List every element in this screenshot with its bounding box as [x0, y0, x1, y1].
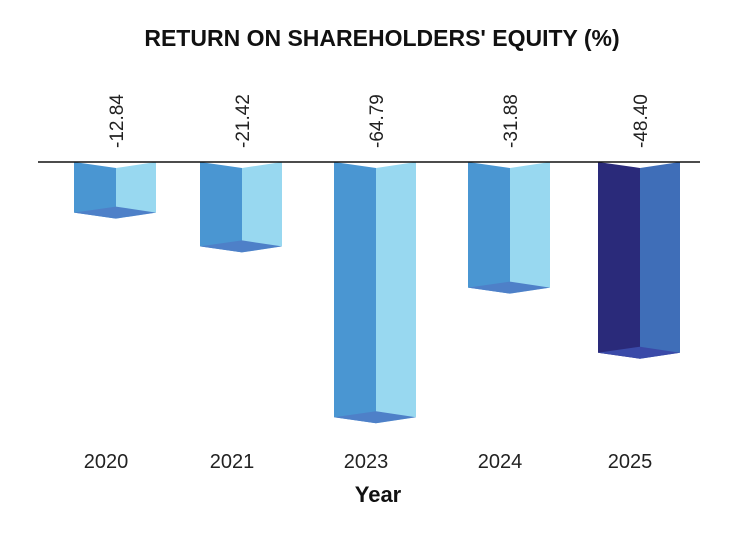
bar-front-face — [200, 162, 242, 253]
bar-front-face — [598, 162, 640, 359]
chart-title: RETURN ON SHAREHOLDERS' EQUITY (%) — [144, 25, 619, 51]
data-label-2021: -21.42 — [233, 94, 254, 148]
bar-bottom-face — [200, 240, 282, 253]
bar-bottom-face — [468, 281, 550, 294]
x-tick-2020: 2020 — [84, 451, 129, 473]
bar-side-face — [510, 162, 550, 294]
x-axis-tick-labels: 2020 2021 2023 2024 2025 — [84, 451, 653, 473]
bar-2021 — [200, 162, 282, 253]
data-label-2020: -12.84 — [107, 94, 128, 148]
bar-2024 — [468, 162, 550, 294]
x-tick-2025: 2025 — [608, 451, 653, 473]
bar-bottom-face — [334, 411, 416, 424]
data-label-2024: -31.88 — [501, 94, 522, 148]
bar-2020 — [74, 162, 156, 219]
bar-2023 — [334, 162, 416, 424]
data-label-2023: -64.79 — [367, 94, 388, 148]
bar-front-face — [468, 162, 510, 294]
bar-bottom-face — [74, 206, 156, 219]
x-axis-title: Year — [355, 482, 402, 507]
data-label-2025: -48.40 — [631, 94, 652, 148]
bar-side-face — [640, 162, 680, 359]
x-tick-2023: 2023 — [344, 451, 389, 473]
bar-2025 — [598, 162, 680, 359]
data-labels: -12.84 -21.42 -64.79 -31.88 -48.40 — [107, 94, 652, 148]
x-tick-2024: 2024 — [478, 451, 523, 473]
bar-bottom-face — [598, 346, 680, 359]
bar-series — [74, 162, 680, 424]
bar-side-face — [376, 162, 416, 424]
bar-front-face — [334, 162, 376, 424]
x-tick-2021: 2021 — [210, 451, 255, 473]
bar-side-face — [242, 162, 282, 253]
bar-front-face — [74, 162, 116, 219]
bar-side-face — [116, 162, 156, 219]
